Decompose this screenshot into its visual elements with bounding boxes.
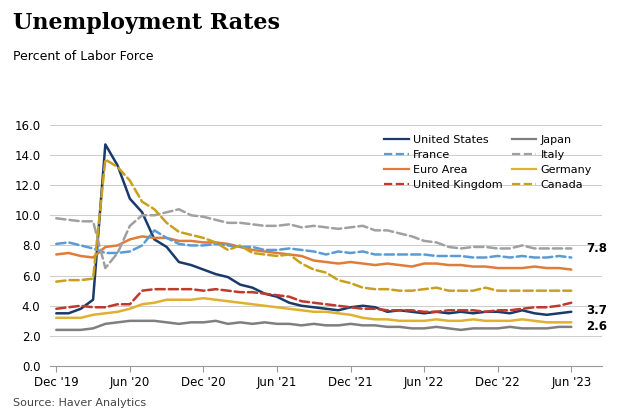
Text: Percent of Labor Force: Percent of Labor Force bbox=[13, 50, 153, 63]
Text: Unemployment Rates: Unemployment Rates bbox=[13, 12, 280, 35]
Text: 3.7: 3.7 bbox=[586, 304, 607, 317]
Text: 2.6: 2.6 bbox=[586, 320, 607, 333]
Text: 7.8: 7.8 bbox=[586, 242, 607, 255]
Legend: United States, France, Euro Area, United Kingdom, Japan, Italy, Germany, Canada: United States, France, Euro Area, United… bbox=[380, 130, 596, 194]
Text: Source: Haver Analytics: Source: Haver Analytics bbox=[13, 398, 145, 408]
